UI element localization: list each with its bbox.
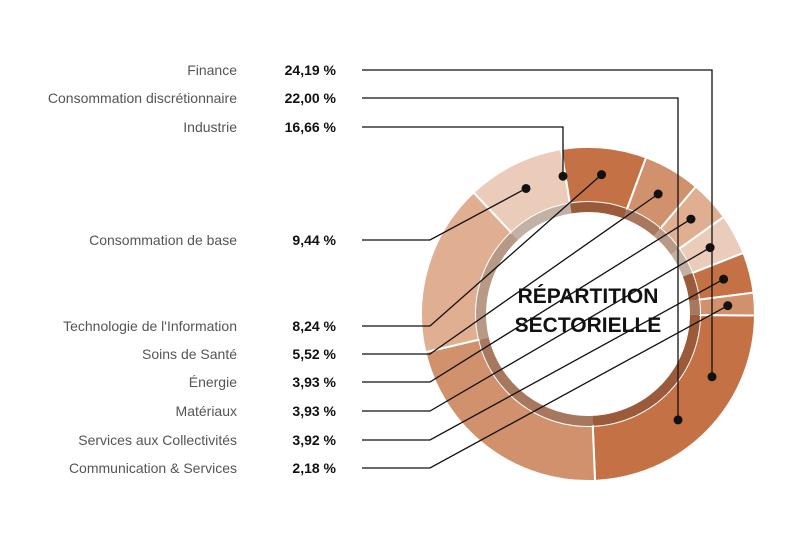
anchor-dot-technologie-de-l-information <box>597 170 607 180</box>
leader-lines <box>362 69 733 469</box>
inner-slice-communication-services <box>689 299 700 315</box>
label-energie: Énergie <box>189 374 237 390</box>
anchor-dot-consommation-discretionnaire <box>673 415 683 425</box>
inner-slice-consommation-discretionnaire <box>478 337 593 426</box>
leader-services-aux-collectivites <box>362 278 724 441</box>
label-technologie-de-l-information: Technologie de l'Information <box>63 318 237 334</box>
leader-consommation-de-base <box>362 187 527 241</box>
value-finance: 24,19 % <box>285 62 337 78</box>
leader-technologie-de-l-information <box>362 174 602 327</box>
value-communication-services: 2,18 % <box>292 460 336 476</box>
value-soins-de-sante: 5,52 % <box>292 346 336 362</box>
label-materiaux: Matériaux <box>176 403 237 419</box>
legend-labels: Finance 24,19 % Consommation discrétionnai… <box>48 62 337 476</box>
anchor-dot-industrie <box>558 171 568 181</box>
inner-slice-soins-de-sante <box>623 209 661 237</box>
leader-soins-de-sante <box>362 193 659 355</box>
value-industrie: 16,66 % <box>285 119 337 135</box>
value-consommation-discretionnaire: 22,00 % <box>285 90 337 106</box>
value-services-aux-collectivites: 3,92 % <box>292 432 336 448</box>
anchor-dot-finance <box>707 372 717 382</box>
center-title-line-1: RÉPARTITION <box>518 285 659 308</box>
slice-finance <box>591 313 757 482</box>
leader-consommation-discretionnaire <box>362 97 679 420</box>
anchor-dot-materiaux <box>705 243 715 253</box>
value-materiaux: 3,93 % <box>292 403 336 419</box>
value-consommation-de-base: 9,44 % <box>292 232 336 248</box>
label-consommation-discretionnaire: Consommation discrétionnaire <box>48 90 237 106</box>
value-energie: 3,93 % <box>292 374 336 390</box>
value-technologie-de-l-information: 8,24 % <box>292 318 336 334</box>
leader-communication-services <box>362 305 729 469</box>
anchor-dot-energie <box>686 214 696 224</box>
label-industrie: Industrie <box>183 119 237 135</box>
inner-slice-materiaux <box>670 248 693 277</box>
inner-slice-industrie <box>476 232 519 340</box>
leader-industrie <box>362 126 564 177</box>
label-soins-de-sante: Soins de Santé <box>142 346 237 362</box>
label-finance: Finance <box>187 62 237 78</box>
inner-slice-services-aux-collectivites <box>682 273 700 301</box>
leader-materiaux <box>362 247 711 412</box>
inner-slice-consommation-de-base <box>511 203 572 240</box>
leader-finance <box>362 69 713 377</box>
slice-consommation-discretionnaire <box>424 338 597 482</box>
center-title-line-2: SECTORIELLE <box>515 314 662 337</box>
label-communication-services: Communication & Services <box>69 460 237 476</box>
inner-slice-technologie-de-l-information <box>569 202 628 219</box>
anchor-dot-soins-de-sante <box>653 189 663 199</box>
label-consommation-de-base: Consommation de base <box>89 232 237 248</box>
anchor-dot-consommation-de-base <box>521 183 531 193</box>
label-services-aux-collectivites: Services aux Collectivités <box>78 432 237 448</box>
inner-slice-energie <box>653 228 680 255</box>
leader-energie <box>362 218 692 383</box>
anchor-dot-communication-services <box>723 301 733 311</box>
anchor-dot-services-aux-collectivites <box>719 274 729 284</box>
